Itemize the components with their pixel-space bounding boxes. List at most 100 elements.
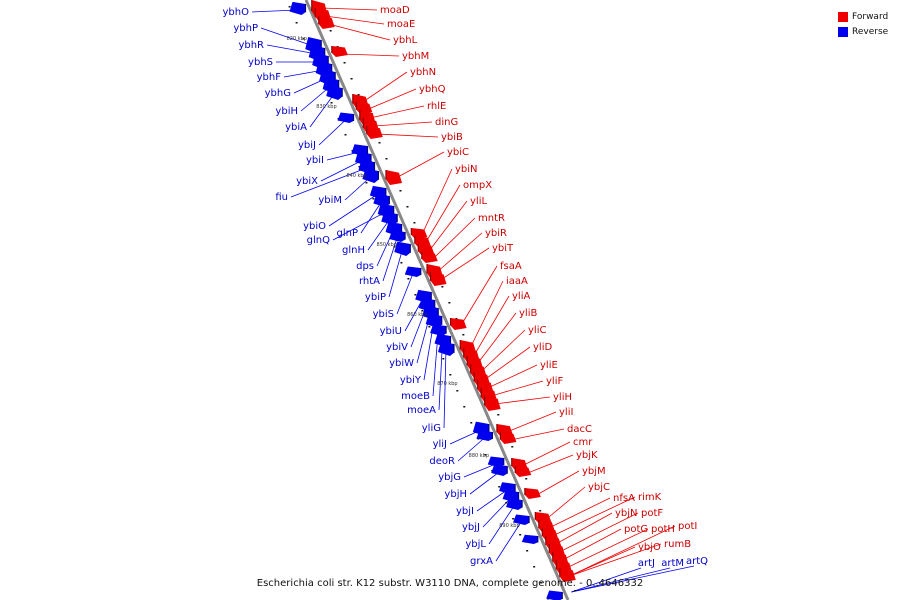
gene-label-moeB[interactable]: moeB [401,391,430,402]
gene-label-ybiI[interactable]: ybiI [306,155,324,166]
gene-label-yliL[interactable]: yliL [470,196,487,207]
gene-label-moaE[interactable]: moaE [387,19,415,30]
leader-line [562,528,622,561]
gene-label-ybjL[interactable]: ybjL [465,539,486,550]
gene-label-ybhG[interactable]: ybhG [265,88,291,99]
gene-label-ybhS[interactable]: ybhS [248,57,273,68]
gene-label-moeA[interactable]: moeA [407,405,436,416]
gene-label-yliJ[interactable]: yliJ [433,439,447,450]
gene-label-ybjK[interactable]: ybjK [576,450,598,461]
legend-item-forward: Forward [838,9,888,24]
gene-label-yliC[interactable]: yliC [528,325,546,336]
gene-label-yliF[interactable]: yliF [546,376,563,387]
gene-label-yliG[interactable]: yliG [422,423,441,434]
gene-label-ybhP[interactable]: ybhP [233,23,258,34]
gene-label-potG[interactable]: potG [624,524,648,535]
gene-label-cmr[interactable]: cmr [573,437,593,448]
gene-label-ybhR[interactable]: ybhR [238,40,264,51]
gene-label-rhtA[interactable]: rhtA [359,276,380,287]
gene-label-deoR[interactable]: deoR [429,456,455,467]
gene-label-artJ[interactable]: artJ [638,558,655,569]
leader-line [571,567,671,593]
gene-label-ybiH[interactable]: ybiH [275,106,298,117]
gene-label-glnP[interactable]: glnP [337,228,359,239]
gene-label-ybhO[interactable]: ybhO [223,7,250,18]
gene-label-ybiC[interactable]: ybiC [447,147,469,158]
axis-tick-label: 890 kbp [499,523,519,529]
gene-label-ybiR[interactable]: ybiR [485,228,507,239]
gene-label-ybiX[interactable]: ybiX [296,176,318,187]
forward-gene-arrow [524,488,541,499]
gene-label-glnH[interactable]: glnH [342,245,365,256]
gene-label-ybiU[interactable]: ybiU [380,326,402,337]
gene-label-ybhM[interactable]: ybhM [402,51,429,62]
gene-label-ybjM[interactable]: ybjM [582,466,606,477]
gene-label-ybhL[interactable]: ybhL [393,35,418,46]
reverse-gene-arrow [430,324,447,336]
gene-label-moaD[interactable]: moaD [380,5,410,16]
gene-label-potI[interactable]: potI [678,521,697,532]
gene-label-ybiJ[interactable]: ybiJ [298,140,316,151]
gene-label-ybjO[interactable]: ybjO [638,542,661,553]
gene-label-yliE[interactable]: yliE [540,360,558,371]
leader-line [440,247,490,281]
leader-line [525,454,574,475]
leader-line [320,159,364,182]
gene-label-ybhN[interactable]: ybhN [410,67,436,78]
label-leader-lines [251,7,695,593]
gene-label-ompX[interactable]: ompX [463,180,492,191]
gene-label-ybiP[interactable]: ybiP [365,292,386,303]
gene-label-rhlE[interactable]: rhlE [427,101,446,112]
gene-label-potH[interactable]: potH [651,524,675,535]
gene-label-ybjC[interactable]: ybjC [588,482,610,493]
gene-label-yliA[interactable]: yliA [512,291,530,302]
forward-gene-arrow [331,46,348,57]
gene-label-ybiY[interactable]: ybiY [400,375,422,386]
gene-label-ybjH[interactable]: ybjH [444,489,467,500]
gene-label-dacC[interactable]: dacC [567,424,592,435]
gene-label-ybjJ[interactable]: ybjJ [462,522,480,533]
forward-gene-arrow [450,318,467,330]
gene-label-artM[interactable]: artM [661,558,684,569]
gene-label-fiu[interactable]: fiu [275,192,288,203]
forward-gene-arrow [385,170,402,185]
gene-label-ybiA[interactable]: ybiA [285,122,307,133]
gene-label-yliD[interactable]: yliD [533,342,552,353]
gene-label-dinG[interactable]: dinG [435,117,458,128]
gene-label-rumB[interactable]: rumB [664,539,691,550]
leader-line [545,486,586,521]
axis-dot [288,6,291,8]
gene-label-ybiV[interactable]: ybiV [386,342,408,353]
gene-label-ybiM[interactable]: ybiM [318,195,342,206]
gene-label-ybiO[interactable]: ybiO [303,221,326,232]
axis-dot [448,302,451,304]
gene-label-yliB[interactable]: yliB [519,308,537,319]
gene-label-artQ[interactable]: artQ [686,556,708,567]
leader-line [460,265,498,327]
leader-line [427,200,468,253]
gene-label-mntR[interactable]: mntR [478,213,505,224]
gene-label-ybjN[interactable]: ybjN [615,508,638,519]
gene-label-ybiT[interactable]: ybiT [492,243,514,254]
gene-label-ybiN[interactable]: ybiN [455,164,478,175]
gene-label-ybjG[interactable]: ybjG [438,472,461,483]
gene-label-ybhQ[interactable]: ybhQ [419,84,446,95]
gene-label-dps[interactable]: dps [356,261,374,272]
leader-line [318,119,346,146]
gene-label-fsaA[interactable]: fsaA [500,261,522,272]
gene-label-rimK[interactable]: rimK [638,492,662,503]
gene-label-ybiS[interactable]: ybiS [373,309,394,320]
axis-dot [574,590,577,592]
gene-label-iaaA[interactable]: iaaA [506,276,528,287]
gene-label-ybhF[interactable]: ybhF [257,72,282,83]
gene-label-glnQ[interactable]: glnQ [307,235,330,246]
axis-dot [344,134,347,136]
gene-label-ybjI[interactable]: ybjI [456,506,474,517]
gene-label-ybiW[interactable]: ybiW [389,358,414,369]
gene-label-nfsA[interactable]: nfsA [613,493,635,504]
gene-label-potF[interactable]: potF [641,508,663,519]
gene-label-yliI[interactable]: yliI [559,407,573,418]
gene-label-ybiB[interactable]: ybiB [441,132,463,143]
gene-label-yliH[interactable]: yliH [553,392,572,403]
gene-label-grxA[interactable]: grxA [470,556,493,567]
